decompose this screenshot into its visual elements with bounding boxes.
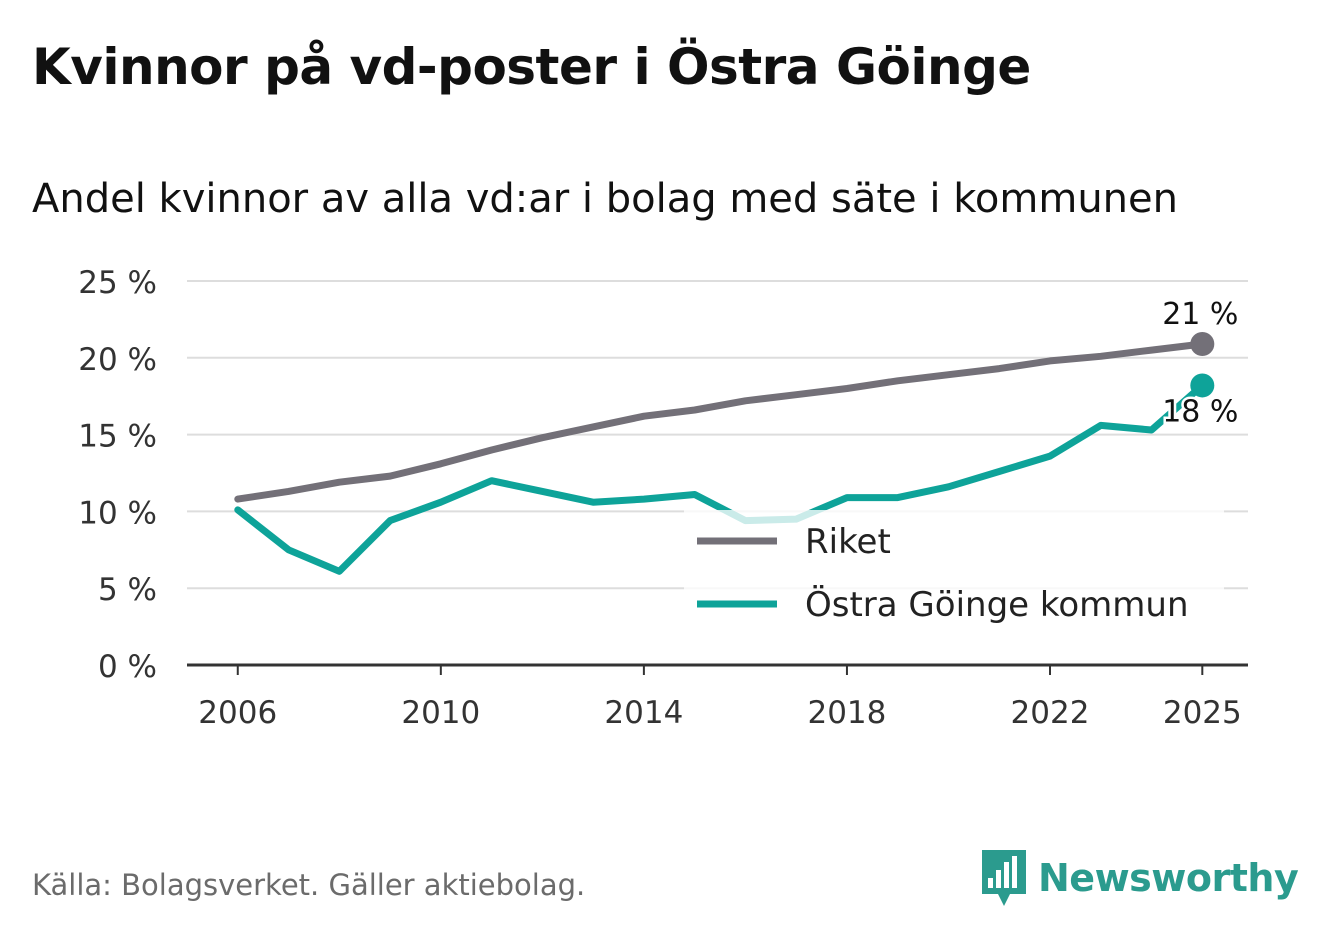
y-tick-label-20: 20 %: [78, 342, 157, 378]
end-marker-riket: [1190, 331, 1215, 356]
y-tick-label-5: 5 %: [98, 572, 157, 608]
end-marker-kommun: [1190, 373, 1215, 398]
end-label-riket: 21 %: [1162, 297, 1238, 332]
y-tick-label-10: 10 %: [78, 495, 157, 531]
end-label-kommun: 18 %: [1162, 394, 1238, 429]
x-tick-label-2006: 2006: [198, 695, 277, 731]
chart-subtitle: Andel kvinnor av alla vd:ar i bolag med …: [32, 176, 1178, 222]
data-labels: 21 % 18 %: [1160, 294, 1241, 431]
newsworthy-logo: Newsworthy: [980, 848, 1299, 908]
legend-label-riket: Riket: [805, 522, 891, 562]
chart-title: Kvinnor på vd-poster i Östra Göinge: [32, 38, 1031, 96]
axes: 0 % 5 % 10 % 15 % 20 % 25 % 2006 2010 2014 2018 20…: [78, 265, 1248, 731]
legend-label-kommun: Östra Göinge kommun: [805, 584, 1189, 625]
y-tick-label-0: 0 %: [98, 649, 157, 685]
x-tick-label-2022: 2022: [1011, 695, 1090, 731]
series-line-riket: [234, 340, 1206, 503]
y-tick-label-15: 15 %: [78, 419, 157, 455]
x-tick-label-2014: 2014: [604, 695, 683, 731]
x-tick-label-2025: 2025: [1163, 695, 1242, 731]
legend-background: [684, 510, 1224, 640]
x-tick-label-2010: 2010: [401, 695, 480, 731]
y-tick-label-25: 25 %: [78, 265, 157, 301]
newsworthy-logo-icon: [982, 850, 1026, 906]
legend: Riket Östra Göinge kommun: [684, 510, 1224, 640]
series-line-kommun: [234, 381, 1206, 575]
series-lines: [234, 331, 1215, 575]
source-note: Källa: Bolagsverket. Gäller aktiebolag.: [32, 868, 586, 902]
newsworthy-logo-text: Newsworthy: [1038, 856, 1299, 900]
x-tick-label-2018: 2018: [807, 695, 886, 731]
